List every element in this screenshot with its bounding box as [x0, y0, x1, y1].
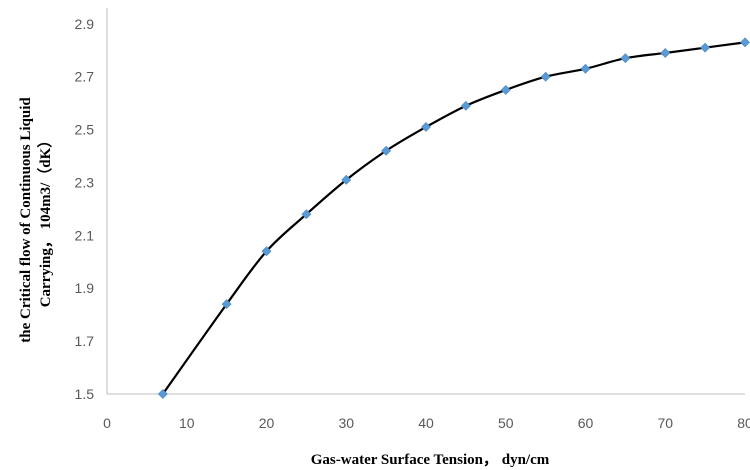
x-tick-label: 30 — [338, 415, 354, 431]
y-axis-title-line-1: the Critical flow of Continuous Liquid — [18, 97, 34, 343]
y-tick-label: 2.7 — [75, 69, 95, 85]
y-tick-label: 2.3 — [75, 174, 95, 190]
data-markers — [157, 37, 750, 399]
data-point — [157, 389, 168, 399]
x-tick-label: 70 — [657, 415, 673, 431]
data-point — [421, 122, 431, 132]
data-point — [460, 100, 471, 111]
y-tick-label: 2.1 — [75, 227, 95, 243]
y-axis-title-line-2: Carrying， 104m3/（dK） — [36, 133, 54, 308]
y-axis-title: the Critical flow of Continuous Liquid C… — [18, 97, 54, 343]
data-point — [700, 42, 711, 53]
data-point — [341, 174, 352, 185]
data-series — [161, 41, 747, 396]
x-tick-label: 40 — [418, 415, 434, 431]
series-line — [161, 41, 747, 396]
x-tick-label: 20 — [259, 415, 275, 431]
y-tick-label: 1.5 — [75, 386, 95, 402]
x-tick-label: 80 — [737, 415, 750, 431]
data-point — [500, 85, 511, 95]
data-point — [301, 209, 312, 220]
data-point — [381, 145, 392, 156]
x-tick-labels: 0 10 20 30 40 50 60 70 80 — [103, 415, 750, 431]
x-tick-label: 60 — [578, 415, 594, 431]
axes — [106, 8, 745, 395]
y-tick-label: 1.9 — [75, 280, 95, 296]
data-point — [740, 37, 750, 48]
y-tick-label: 2.5 — [75, 122, 95, 138]
x-tick-label: 50 — [498, 415, 514, 431]
data-point — [540, 71, 551, 82]
x-tick-label: 10 — [179, 415, 195, 431]
data-point — [620, 53, 631, 64]
data-point — [221, 299, 232, 310]
y-tick-label: 1.7 — [75, 333, 95, 349]
data-point — [660, 48, 671, 58]
data-point — [261, 246, 272, 257]
x-axis-title: Gas-water Surface Tension， dyn/cm — [311, 452, 550, 468]
y-tick-label: 2.9 — [75, 16, 95, 32]
data-point — [580, 63, 591, 74]
y-tick-labels: 1.5 1.7 1.9 2.1 2.3 2.5 2.7 2.9 — [75, 16, 95, 402]
x-tick-label: 0 — [103, 415, 111, 431]
